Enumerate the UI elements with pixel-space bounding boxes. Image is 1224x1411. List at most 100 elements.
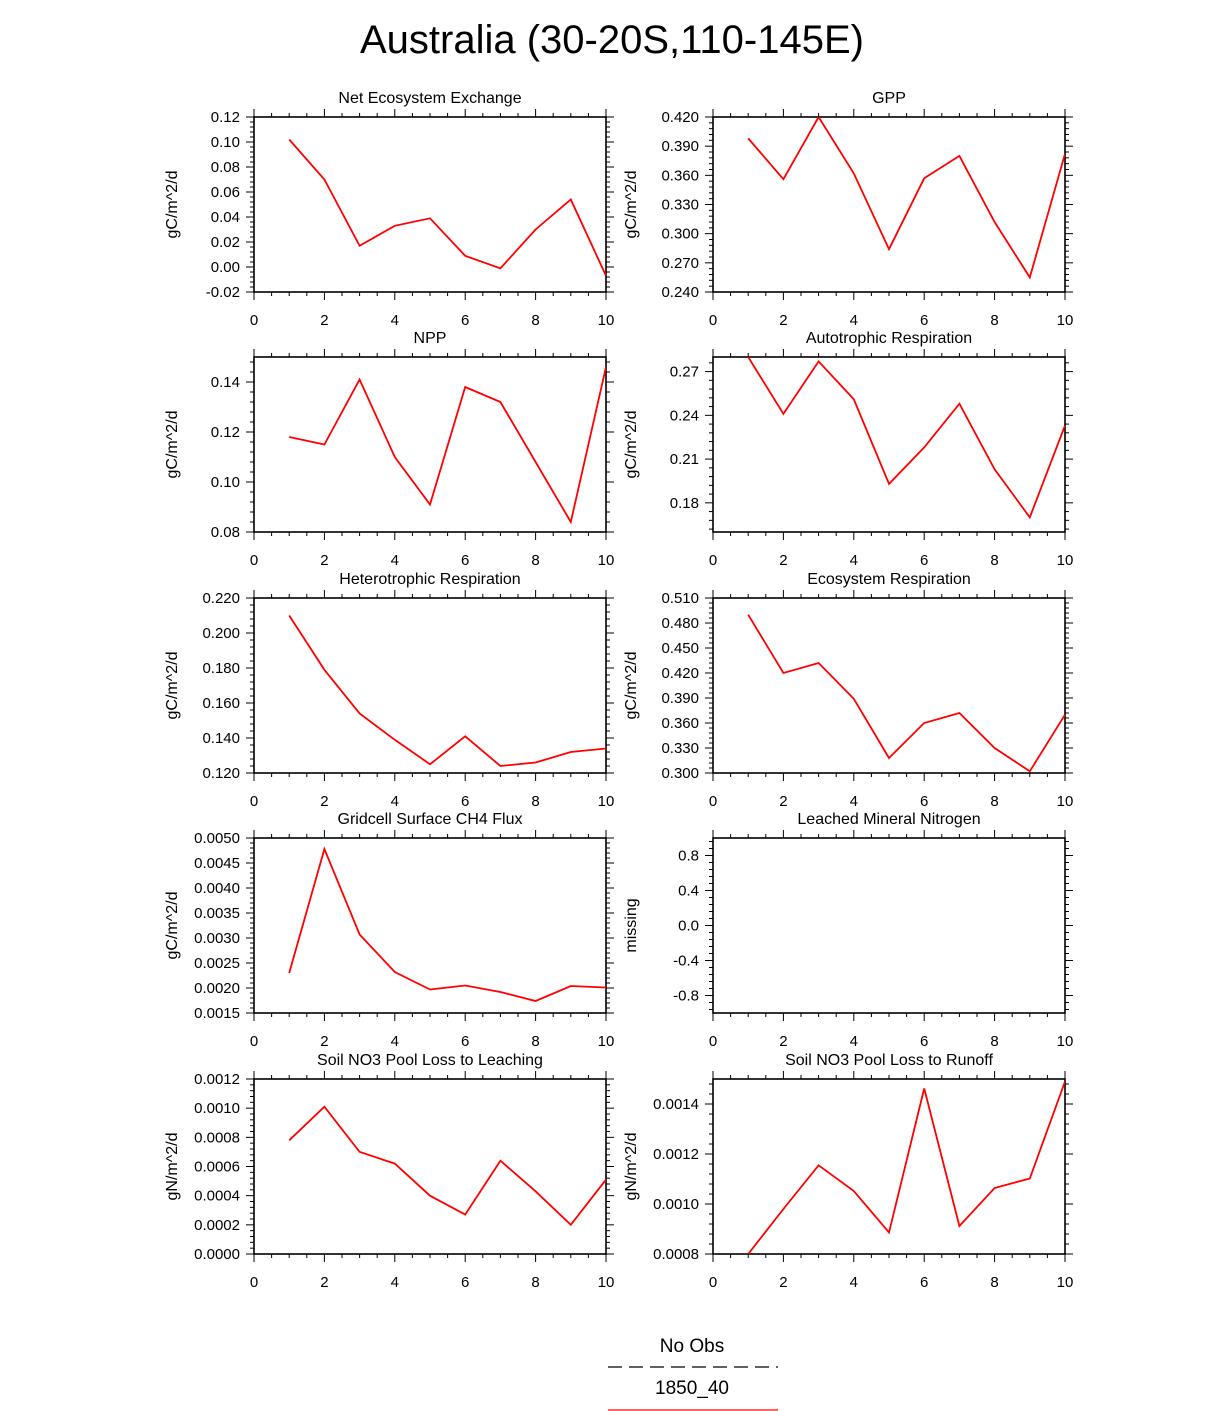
y-tick-label: 0.0040	[194, 880, 240, 897]
y-tick-label: 0.0002	[194, 1217, 240, 1234]
chart-panel: Net Ecosystem Exchange gC/m^2/d 0 2 4 6 8 10 -0.…	[164, 90, 614, 329]
chart-title: NPP	[414, 330, 447, 347]
series-line	[288, 615, 606, 767]
y-tick-label: 0.21	[670, 451, 699, 468]
x-tick-label: 0	[250, 793, 258, 810]
series-line	[288, 1105, 606, 1227]
y-tick-label: 0.180	[202, 660, 240, 677]
x-tick-label: 2	[779, 552, 787, 569]
y-tick-label: 0.4	[678, 883, 699, 900]
chart-title: Leached Mineral Nitrogen	[797, 811, 980, 828]
y-tick-label: 0.240	[661, 284, 699, 301]
x-tick-label: 0	[709, 1274, 717, 1291]
y-axis-label: gN/m^2/d	[623, 1133, 640, 1201]
x-tick-label: 8	[531, 1033, 539, 1050]
plot-frame	[712, 597, 1066, 774]
y-tick-label: 0.10	[211, 134, 240, 151]
y-tick-label: 0.0045	[194, 855, 240, 872]
x-tick-label: 4	[850, 312, 858, 329]
x-tick-label: 10	[1057, 312, 1074, 329]
y-tick-label: -0.8	[673, 988, 699, 1005]
x-tick-label: 2	[779, 312, 787, 329]
series-line	[289, 366, 606, 525]
chart-title: Soil NO3 Pool Loss to Runoff	[785, 1052, 993, 1069]
x-tick-label: 2	[320, 552, 328, 569]
y-axis-label: gC/m^2/d	[164, 171, 181, 239]
chart-panel: Ecosystem Respiration gC/m^2/d 0 2 4 6 8 10 0.30…	[623, 571, 1073, 810]
y-tick-label: 0.00	[211, 259, 240, 276]
x-tick-label: 6	[920, 552, 928, 569]
x-tick-label: 10	[598, 312, 615, 329]
chart-title: Net Ecosystem Exchange	[338, 90, 521, 107]
y-tick-label: 0.0025	[194, 955, 240, 972]
y-tick-label: 0.140	[202, 730, 240, 747]
x-tick-label: 6	[920, 1033, 928, 1050]
y-tick-label: 0.390	[661, 690, 699, 707]
y-tick-label: 0.02	[211, 234, 240, 251]
y-tick-label: 0.12	[211, 424, 240, 441]
y-tick-label: 0.330	[661, 197, 699, 214]
y-tick-label: 0.04	[211, 209, 240, 226]
x-tick-label: 4	[850, 793, 858, 810]
y-tick-label: 0.12	[211, 109, 240, 126]
y-tick-label: -0.4	[673, 953, 699, 970]
y-tick-label: 0.480	[661, 615, 699, 632]
plot-frame	[712, 837, 1066, 1014]
chart-panel: Soil NO3 Pool Loss to Runoff gN/m^2/d 0 2 4 6…	[623, 1052, 1073, 1291]
y-tick-label: 0.0008	[653, 1246, 699, 1263]
panels-group: Net Ecosystem Exchange gC/m^2/d 0 2 4 6 8 10 -0.…	[164, 90, 1073, 1291]
legend-model-label: 1850_40	[655, 1378, 729, 1399]
chart-panel: Gridcell Surface CH4 Flux gC/m^2/d 0 2 4 6 8 10…	[164, 811, 614, 1050]
y-tick-label: 0.0035	[194, 905, 240, 922]
x-tick-label: 4	[850, 1033, 858, 1050]
x-tick-label: 2	[779, 1274, 787, 1291]
x-tick-label: 10	[1057, 1274, 1074, 1291]
y-tick-label: 0.0030	[194, 930, 240, 947]
x-tick-label: 10	[1057, 1033, 1074, 1050]
x-tick-label: 8	[531, 793, 539, 810]
y-axis-label: gC/m^2/d	[164, 652, 181, 720]
plot-frame	[253, 597, 607, 774]
chart-panel: Soil NO3 Pool Loss to Leaching gN/m^2/d 0 2…	[164, 1052, 614, 1291]
chart-panel: Leached Mineral Nitrogen missing 0 2 4 6 8 10 -0…	[623, 811, 1073, 1050]
x-tick-label: 10	[598, 552, 615, 569]
x-tick-label: 8	[990, 1033, 998, 1050]
x-tick-label: 8	[990, 312, 998, 329]
series-line	[288, 846, 606, 1002]
y-tick-label: 0.300	[661, 765, 699, 782]
y-axis-label: gC/m^2/d	[164, 892, 181, 960]
y-axis-label: missing	[623, 898, 640, 952]
y-tick-label: 0.420	[661, 109, 699, 126]
y-tick-label: 0.270	[661, 255, 699, 272]
series-line	[747, 614, 1065, 773]
plot-frame	[712, 1078, 1066, 1255]
y-tick-label: 0.8	[678, 848, 699, 865]
x-tick-label: 4	[391, 312, 399, 329]
x-tick-label: 6	[461, 312, 469, 329]
y-tick-label: 0.18	[670, 495, 699, 512]
legend	[608, 1366, 778, 1411]
y-tick-label: 0.06	[211, 184, 240, 201]
x-tick-label: 0	[250, 552, 258, 569]
y-tick-label: -0.02	[206, 284, 240, 301]
y-tick-label: 0.27	[670, 364, 699, 381]
y-axis-label: gN/m^2/d	[164, 1133, 181, 1201]
y-tick-label: 0.360	[661, 167, 699, 184]
plot-frame	[253, 837, 607, 1014]
y-tick-label: 0.0008	[194, 1129, 240, 1146]
x-tick-label: 8	[990, 1274, 998, 1291]
x-tick-label: 10	[1057, 552, 1074, 569]
plot-frame	[253, 116, 607, 293]
x-tick-label: 2	[320, 793, 328, 810]
x-tick-label: 8	[990, 793, 998, 810]
y-tick-label: 0.0015	[194, 1005, 240, 1022]
chart-panel: Autotrophic Respiration gC/m^2/d 0 2 4 6 8 10 0.…	[623, 330, 1073, 569]
y-tick-label: 0.14	[211, 374, 240, 391]
series-line	[747, 357, 1065, 520]
y-tick-label: 0.0050	[194, 830, 240, 847]
y-tick-label: 0.0010	[653, 1196, 699, 1213]
x-tick-label: 6	[461, 552, 469, 569]
series-line	[747, 117, 1065, 280]
chart-title: Ecosystem Respiration	[807, 571, 971, 588]
